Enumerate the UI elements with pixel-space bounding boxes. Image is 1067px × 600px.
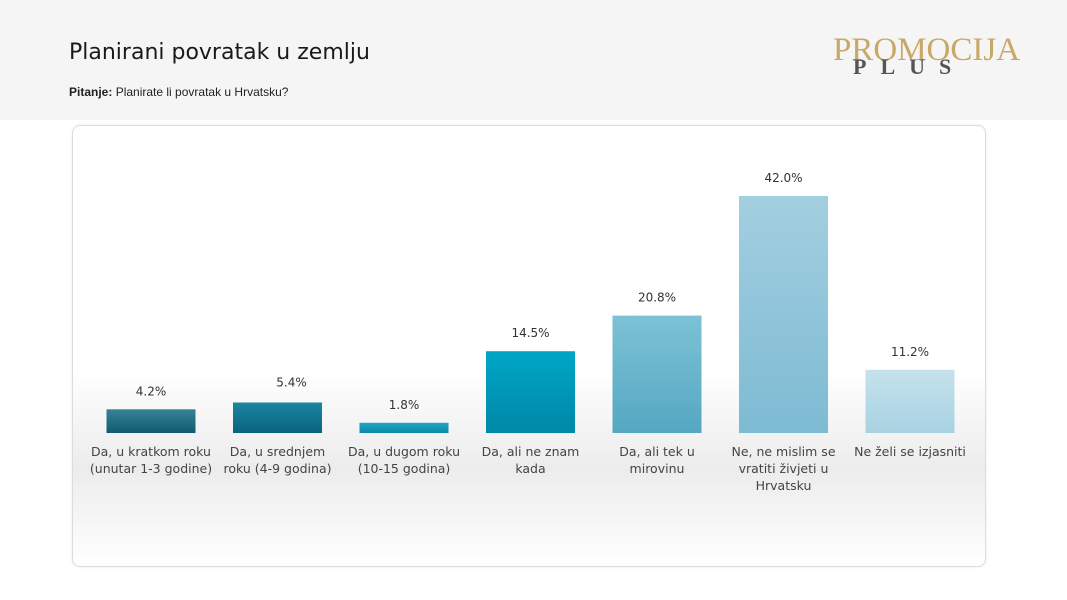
value-label-2: 5.4%	[276, 376, 307, 390]
category-label-4: Da, ali ne znam kada	[482, 444, 580, 476]
value-label-6: 42.0%	[764, 171, 802, 185]
bar-1	[106, 409, 196, 433]
logo-main-text: PROMOCIJA	[833, 32, 1021, 68]
category-label-3: Da, u dugom roku (10-15 godina)	[348, 444, 460, 476]
bar-3	[359, 422, 449, 433]
value-label-5: 20.8%	[638, 291, 676, 305]
category-label-6: Ne, ne mislim se vratiti živjeti u Hrvatsk…	[731, 444, 835, 493]
bar-4	[486, 351, 575, 433]
page-title: Planirani povratak u zemlju	[69, 40, 370, 65]
logo-sub-text: PLUS	[853, 54, 966, 79]
value-label-4: 14.5%	[511, 326, 549, 340]
category-label-2: Da, u srednjem roku (4-9 godina)	[224, 444, 332, 476]
category-label-5: Da, ali tek u mirovinu	[619, 444, 695, 476]
header-band: Planirani povratak u zemlju Pitanje: Pla…	[0, 0, 1067, 120]
category-label-1: Da, u kratkom roku (unutar 1-3 godine)	[90, 444, 212, 476]
chart-panel	[72, 125, 986, 567]
question-label: Pitanje:	[69, 85, 113, 99]
brand-logo: PROMOCIJA PLUS	[833, 32, 1038, 82]
question-line: Pitanje: Planirate li povratak u Hrvatsk…	[69, 85, 288, 99]
value-label-3: 1.8%	[389, 398, 420, 412]
value-label-1: 4.2%	[136, 384, 167, 398]
bar-7	[865, 369, 955, 433]
question-text: Planirate li povratak u Hrvatsku?	[115, 85, 289, 99]
value-label-7: 11.2%	[891, 345, 929, 359]
bar-6	[739, 196, 828, 433]
bar-5	[612, 315, 702, 433]
category-label-7: Ne želi se izjasniti	[854, 444, 966, 459]
bar-2	[233, 402, 322, 433]
